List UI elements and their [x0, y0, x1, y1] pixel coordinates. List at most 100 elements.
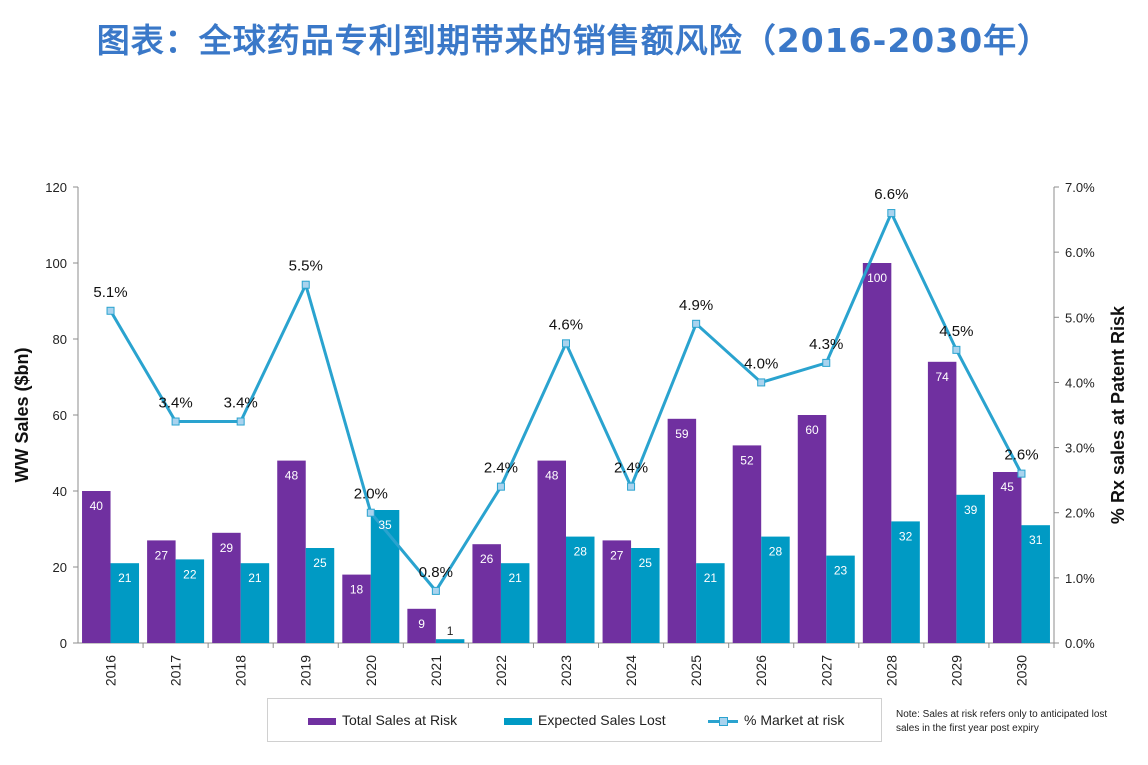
x-tick-label: 2027 [818, 655, 834, 686]
x-tick-label: 2018 [233, 655, 249, 686]
x-tick-label: 2019 [298, 655, 314, 686]
x-tick-label: 2024 [623, 655, 639, 686]
bar-total-sales [862, 263, 892, 643]
line-market-risk-marker [431, 586, 440, 595]
bar-expected-lost-value: 21 [509, 571, 523, 585]
patent-risk-chart: 0 20 40 60 80 100 120 0.0% 1.0% 2.0% 3.0% 4.0% 5.0% 6… [12, 180, 1128, 686]
bar-expected-lost [631, 548, 660, 643]
bar-total-sales-value: 59 [675, 427, 689, 441]
y-right-tick-label: 4.0% [1065, 375, 1095, 390]
line-market-risk-label: 5.5% [289, 258, 323, 275]
bar-expected-lost-value: 28 [574, 545, 588, 559]
bar-expected-lost-value: 21 [704, 571, 718, 585]
bar-expected-lost [175, 559, 205, 643]
x-tick-label: 2026 [753, 655, 769, 686]
bar-total-sales [472, 544, 501, 643]
bar-total-sales [667, 418, 697, 643]
bar-total-sales-value: 60 [805, 423, 819, 437]
bar-expected-lost-value: 35 [378, 518, 392, 532]
bar-total-sales [537, 460, 566, 643]
x-tick-label: 2022 [493, 655, 509, 686]
bar-expected-lost-value: 31 [1029, 533, 1043, 547]
y-right-tick-label: 5.0% [1065, 310, 1095, 325]
page-title: 图表：全球药品专利到期带来的销售额风险（2016-2030年） [96, 21, 1052, 60]
line-market-risk-marker [952, 345, 961, 354]
bar-expected-lost [110, 563, 140, 643]
line-market-risk-marker [757, 378, 766, 387]
bar-expected-lost [891, 521, 920, 643]
line-market-risk-label: 4.3% [809, 336, 843, 353]
bar-total-sales [277, 460, 306, 643]
bar-expected-lost [435, 639, 465, 643]
y-right-tick-label: 6.0% [1065, 245, 1095, 260]
bar-expected-lost [696, 563, 725, 643]
bar-total-sales [732, 445, 762, 643]
chart-note: Note: Sales at risk refers only to antic… [896, 709, 1108, 734]
line-market-risk-marker [822, 358, 831, 367]
line-market-risk-label: 4.5% [939, 323, 973, 340]
line-market-risk-label: 2.6% [1004, 447, 1038, 464]
bar-expected-lost-value: 39 [964, 503, 978, 517]
bar-total-sales [927, 361, 957, 643]
y-left-tick-label: 120 [45, 180, 67, 195]
bar-expected-lost [566, 536, 595, 643]
line-market-risk-label: 0.8% [419, 564, 453, 581]
legend-total-sales: Total Sales at Risk [308, 712, 457, 728]
bar-total-sales [82, 491, 111, 643]
x-tick-label: 2025 [688, 655, 704, 686]
bar-expected-lost-value: 22 [183, 567, 197, 581]
line-market-risk-marker [171, 417, 180, 426]
bar-expected-lost [1021, 525, 1050, 643]
bar-total-sales-value: 18 [350, 583, 364, 597]
legend-total-sales-label: Total Sales at Risk [342, 712, 458, 728]
line-market-risk-label: 4.6% [549, 316, 583, 333]
chart-line [106, 209, 1026, 595]
bar-total-sales-value: 26 [480, 552, 494, 566]
bar-expected-lost [761, 536, 790, 643]
line-market-risk-label: 2.4% [614, 460, 648, 477]
y-right-tick-label: 2.0% [1065, 506, 1095, 521]
bar-total-sales-value: 27 [155, 548, 169, 562]
x-tick-label: 2023 [558, 655, 574, 686]
line-market-risk-label: 4.0% [744, 355, 778, 372]
bar-total-sales [602, 540, 632, 643]
x-tick-label: 2028 [883, 655, 899, 686]
legend-market-risk-swatch [708, 715, 738, 727]
y-left-tick-label: 60 [53, 408, 67, 423]
bar-expected-lost-value: 23 [834, 564, 848, 578]
bar-expected-lost [240, 563, 270, 643]
legend-total-sales-swatch [308, 717, 336, 725]
y-right-tick-label: 1.0% [1065, 571, 1095, 586]
line-market-risk-label: 6.6% [874, 186, 908, 203]
line-market-risk-marker [301, 280, 310, 289]
x-tick-label: 2020 [363, 655, 379, 686]
chart-labels: 40 21 27 22 29 21 48 25 18 35 9 1 26 21 48 28 27 25 59 21 52… [90, 186, 1043, 638]
y-left-tick-label: 20 [53, 560, 67, 575]
legend-expected-lost: Expected Sales Lost [504, 712, 666, 728]
line-market-risk-marker [496, 482, 505, 491]
y-right-tick-label: 7.0% [1065, 180, 1095, 195]
line-market-risk-marker [236, 417, 245, 426]
y-left-tick-label: 40 [53, 484, 67, 499]
y-left-tick-label: 80 [53, 332, 67, 347]
legend-expected-lost-swatch [504, 717, 532, 725]
y-left-tick-label: 0 [60, 636, 67, 651]
legend-expected-lost-label: Expected Sales Lost [538, 712, 666, 728]
bar-expected-lost [305, 548, 335, 643]
bar-total-sales [212, 532, 241, 643]
bar-expected-lost-value: 21 [118, 571, 132, 585]
line-market-risk-marker [692, 319, 701, 328]
bar-total-sales-value: 45 [1001, 480, 1015, 494]
bar-total-sales-value: 48 [545, 469, 559, 483]
line-market-risk-marker [562, 339, 570, 348]
bar-expected-lost-value: 28 [769, 545, 783, 559]
line-market-risk-marker [887, 209, 896, 218]
legend-market-risk: % Market at risk [708, 712, 844, 728]
y-right-tick-label: 3.0% [1065, 441, 1095, 456]
y-right-tick-label: 0.0% [1065, 636, 1095, 651]
x-tick-label: 2016 [103, 655, 119, 686]
line-market-risk-marker [627, 482, 636, 491]
chart-bars [82, 263, 1050, 643]
bar-total-sales [992, 472, 1022, 643]
bar-total-sales-value: 48 [285, 469, 299, 483]
